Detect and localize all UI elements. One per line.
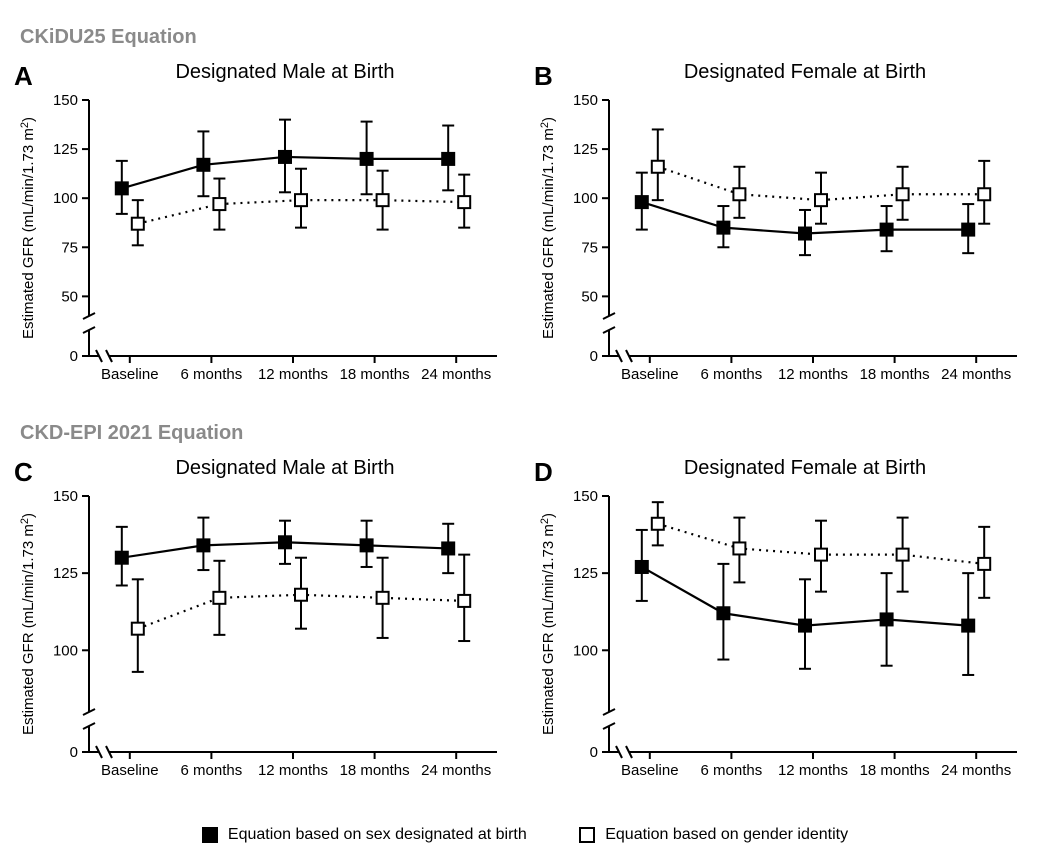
chart-svg: 100 125 150 0 Estimated GFR (mL/min/1.73 m2)… (15, 482, 515, 812)
svg-text:Baseline: Baseline (101, 762, 159, 779)
svg-text:Baseline: Baseline (101, 366, 159, 383)
svg-text:125: 125 (53, 565, 78, 582)
panel-A: A Designated Male at Birth 50 75 100 125 150 0 E… (10, 59, 520, 416)
y-axis-label: Estimated GFR (mL/min/1.73 m2) (19, 117, 37, 339)
svg-text:150: 150 (573, 488, 598, 505)
svg-text:12 months: 12 months (778, 762, 848, 779)
svg-text:6 months: 6 months (701, 366, 763, 383)
svg-text:24 months: 24 months (421, 762, 491, 779)
legend-label-open: Equation based on gender identity (605, 826, 848, 844)
svg-text:18 months: 18 months (340, 366, 410, 383)
svg-text:12 months: 12 months (778, 366, 848, 383)
svg-text:125: 125 (573, 565, 598, 582)
figure-root: CKiDU25 Equation A Designated Male at Bir… (10, 26, 1040, 848)
svg-text:150: 150 (53, 488, 78, 505)
legend-label-filled: Equation based on sex designated at birt… (228, 826, 527, 844)
svg-text:75: 75 (61, 239, 78, 256)
y-axis-label: Estimated GFR (mL/min/1.73 m2) (19, 513, 37, 735)
panel-B: B Designated Female at Birth 50 75 100 125 150… (530, 59, 1040, 416)
svg-text:100: 100 (573, 190, 598, 207)
panel-C: C Designated Male at Birth 100 125 150 0 Estim… (10, 455, 520, 812)
svg-text:18 months: 18 months (860, 762, 930, 779)
y-axis-label: Estimated GFR (mL/min/1.73 m2) (539, 513, 557, 735)
svg-text:6 months: 6 months (181, 366, 243, 383)
svg-text:18 months: 18 months (340, 762, 410, 779)
row-2: C Designated Male at Birth 100 125 150 0 Estim… (10, 455, 1040, 812)
panel-title: Designated Female at Birth (570, 61, 1040, 84)
section-title-2: CKD-EPI 2021 Equation (20, 422, 1040, 445)
chart-svg: 50 75 100 125 150 0 Estimated GFR (mL/min/1.73… (15, 86, 515, 416)
svg-text:0: 0 (590, 744, 598, 761)
svg-text:0: 0 (70, 348, 78, 365)
svg-text:125: 125 (53, 141, 78, 158)
panel-letter: C (14, 457, 33, 488)
y-axis-label: Estimated GFR (mL/min/1.73 m2) (539, 117, 557, 339)
svg-text:125: 125 (573, 141, 598, 158)
section-title-1: CKiDU25 Equation (20, 26, 1040, 49)
svg-text:100: 100 (53, 642, 78, 659)
panel-title: Designated Male at Birth (50, 61, 520, 84)
panel-letter: B (534, 61, 553, 92)
legend-item-filled: Equation based on sex designated at birt… (202, 826, 527, 844)
svg-text:150: 150 (53, 92, 78, 109)
chart-svg: 50 75 100 125 150 0 Estimated GFR (mL/min/1.73… (535, 86, 1035, 416)
svg-text:150: 150 (573, 92, 598, 109)
row-1: A Designated Male at Birth 50 75 100 125 150 0 E… (10, 59, 1040, 416)
panel-title: Designated Male at Birth (50, 457, 520, 480)
panel-title: Designated Female at Birth (570, 457, 1040, 480)
panel-D: D Designated Female at Birth 100 125 150 0 Est… (530, 455, 1040, 812)
svg-text:100: 100 (573, 642, 598, 659)
svg-text:24 months: 24 months (421, 366, 491, 383)
svg-text:12 months: 12 months (258, 762, 328, 779)
svg-text:100: 100 (53, 190, 78, 207)
svg-text:18 months: 18 months (860, 366, 930, 383)
square-open-icon (579, 827, 595, 843)
svg-text:6 months: 6 months (701, 762, 763, 779)
svg-text:6 months: 6 months (181, 762, 243, 779)
legend: Equation based on sex designated at birt… (10, 826, 1040, 848)
svg-text:75: 75 (581, 239, 598, 256)
svg-text:Baseline: Baseline (621, 762, 679, 779)
svg-text:24 months: 24 months (941, 366, 1011, 383)
chart-svg: 100 125 150 0 Estimated GFR (mL/min/1.73 m2)… (535, 482, 1035, 812)
svg-text:0: 0 (70, 744, 78, 761)
panel-letter: D (534, 457, 553, 488)
svg-text:50: 50 (581, 288, 598, 305)
svg-text:0: 0 (590, 348, 598, 365)
svg-text:24 months: 24 months (941, 762, 1011, 779)
svg-text:50: 50 (61, 288, 78, 305)
panel-letter: A (14, 61, 33, 92)
svg-text:12 months: 12 months (258, 366, 328, 383)
svg-text:Baseline: Baseline (621, 366, 679, 383)
legend-item-open: Equation based on gender identity (579, 826, 848, 844)
square-filled-icon (202, 827, 218, 843)
